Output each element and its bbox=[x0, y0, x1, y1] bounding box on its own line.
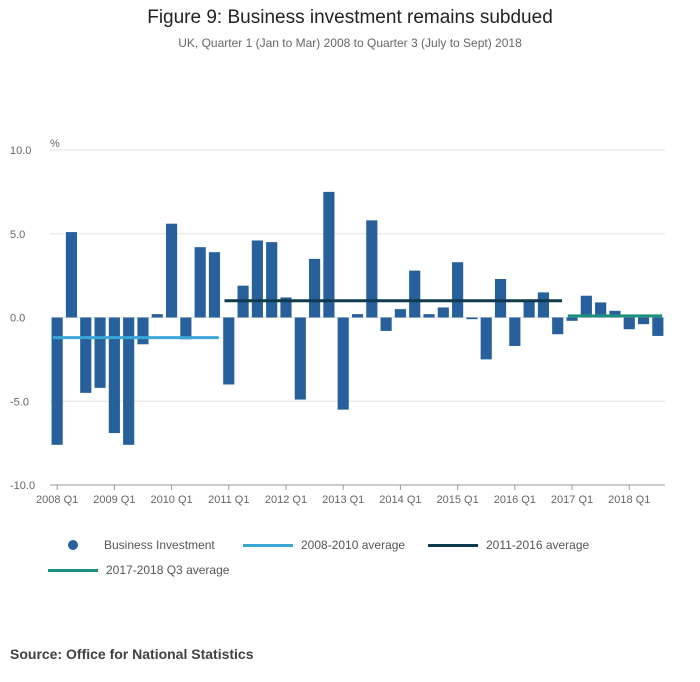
bar bbox=[180, 317, 192, 340]
bar bbox=[523, 300, 535, 318]
bar bbox=[337, 317, 349, 410]
bar bbox=[452, 262, 464, 318]
bar bbox=[537, 292, 550, 318]
bar bbox=[437, 307, 449, 318]
bar bbox=[294, 317, 306, 400]
bar bbox=[494, 278, 507, 318]
x-tick-label: 2016 Q1 bbox=[494, 494, 536, 506]
legend-label: 2011-2016 average bbox=[486, 538, 590, 552]
bar bbox=[351, 314, 364, 318]
legend-item-2008-2010-average[interactable]: 2008-2010 average bbox=[243, 538, 405, 552]
bar bbox=[595, 302, 607, 318]
bar bbox=[165, 223, 178, 318]
bar bbox=[423, 314, 435, 318]
bars bbox=[51, 191, 664, 445]
bar bbox=[409, 270, 421, 318]
legend-item-business-investment[interactable]: Business Investment bbox=[68, 538, 215, 552]
legend-swatch-dot bbox=[68, 540, 78, 550]
y-axis-ticks: 10.0 5.0 0.0 -5.0 -10.0 bbox=[10, 145, 35, 492]
x-tick-label: 2011 Q1 bbox=[208, 494, 249, 506]
bar bbox=[309, 258, 321, 318]
legend-label: 2017-2018 Q3 average bbox=[106, 563, 230, 577]
legend-swatch-line bbox=[243, 543, 293, 547]
y-tick-label: 10.0 bbox=[10, 145, 31, 157]
x-tick-label: 2010 Q1 bbox=[150, 494, 192, 506]
bar-chart: 10.0 5.0 0.0 -5.0 -10.0 % 2008 Q1 2009 Q1 2010… bbox=[10, 138, 665, 506]
bar bbox=[323, 191, 335, 318]
bar bbox=[580, 295, 592, 318]
bar bbox=[637, 317, 650, 325]
bar bbox=[80, 317, 92, 393]
bar bbox=[208, 252, 221, 318]
x-tick-label: 2018 Q1 bbox=[608, 494, 650, 506]
y-tick-label: -10.0 bbox=[10, 480, 35, 492]
legend-label: 2008-2010 average bbox=[301, 538, 406, 552]
y-tick-label: 5.0 bbox=[10, 229, 25, 241]
bar bbox=[123, 317, 135, 445]
x-tick-label: 2015 Q1 bbox=[437, 494, 479, 506]
bar bbox=[251, 240, 263, 318]
x-tick-label: 2017 Q1 bbox=[551, 494, 593, 506]
bar bbox=[280, 297, 292, 318]
x-axis-ticks: 2008 Q1 2009 Q1 2010 Q1 2011 Q1 2012 Q1 2013 … bbox=[36, 485, 650, 506]
legend-item-2011-2016-average[interactable]: 2011-2016 average bbox=[428, 538, 589, 552]
x-tick-label: 2013 Q1 bbox=[322, 494, 364, 506]
bar bbox=[266, 242, 278, 318]
bar bbox=[194, 247, 206, 318]
bar bbox=[480, 317, 492, 360]
x-tick-label: 2014 Q1 bbox=[379, 494, 421, 506]
bar bbox=[108, 317, 120, 434]
x-tick-label: 2008 Q1 bbox=[36, 494, 78, 506]
bar bbox=[151, 314, 163, 318]
x-tick-label: 2009 Q1 bbox=[93, 494, 135, 506]
bar bbox=[366, 220, 378, 318]
bar bbox=[223, 317, 235, 385]
source-note: Source: Office for National Statistics bbox=[10, 646, 254, 662]
bar bbox=[609, 310, 621, 318]
bar bbox=[552, 317, 564, 335]
legend-label: Business Investment bbox=[104, 538, 215, 552]
legend-item-2017-2018-q3-average[interactable]: 2017-2018 Q3 average bbox=[48, 563, 229, 577]
bar bbox=[137, 317, 149, 345]
y-tick-label: -5.0 bbox=[10, 396, 29, 408]
chart-subtitle: UK, Quarter 1 (Jan to Mar) 2008 to Quart… bbox=[178, 36, 522, 50]
legend-swatch-line bbox=[428, 543, 478, 547]
bar bbox=[652, 317, 664, 336]
y-tick-label: 0.0 bbox=[10, 313, 25, 325]
legend-swatch-line bbox=[48, 568, 98, 572]
gridlines bbox=[50, 149, 665, 402]
bar bbox=[380, 317, 392, 331]
bar bbox=[509, 317, 521, 346]
bar bbox=[623, 317, 635, 330]
chart-title: Figure 9: Business investment remains su… bbox=[147, 7, 553, 28]
bar bbox=[466, 317, 478, 320]
x-tick-label: 2012 Q1 bbox=[265, 494, 307, 506]
bar bbox=[94, 317, 106, 388]
y-axis-label: % bbox=[50, 138, 60, 150]
bar bbox=[65, 232, 78, 318]
bar bbox=[394, 309, 406, 318]
bar bbox=[566, 317, 578, 321]
average-lines bbox=[52, 299, 663, 340]
bar bbox=[51, 317, 63, 445]
